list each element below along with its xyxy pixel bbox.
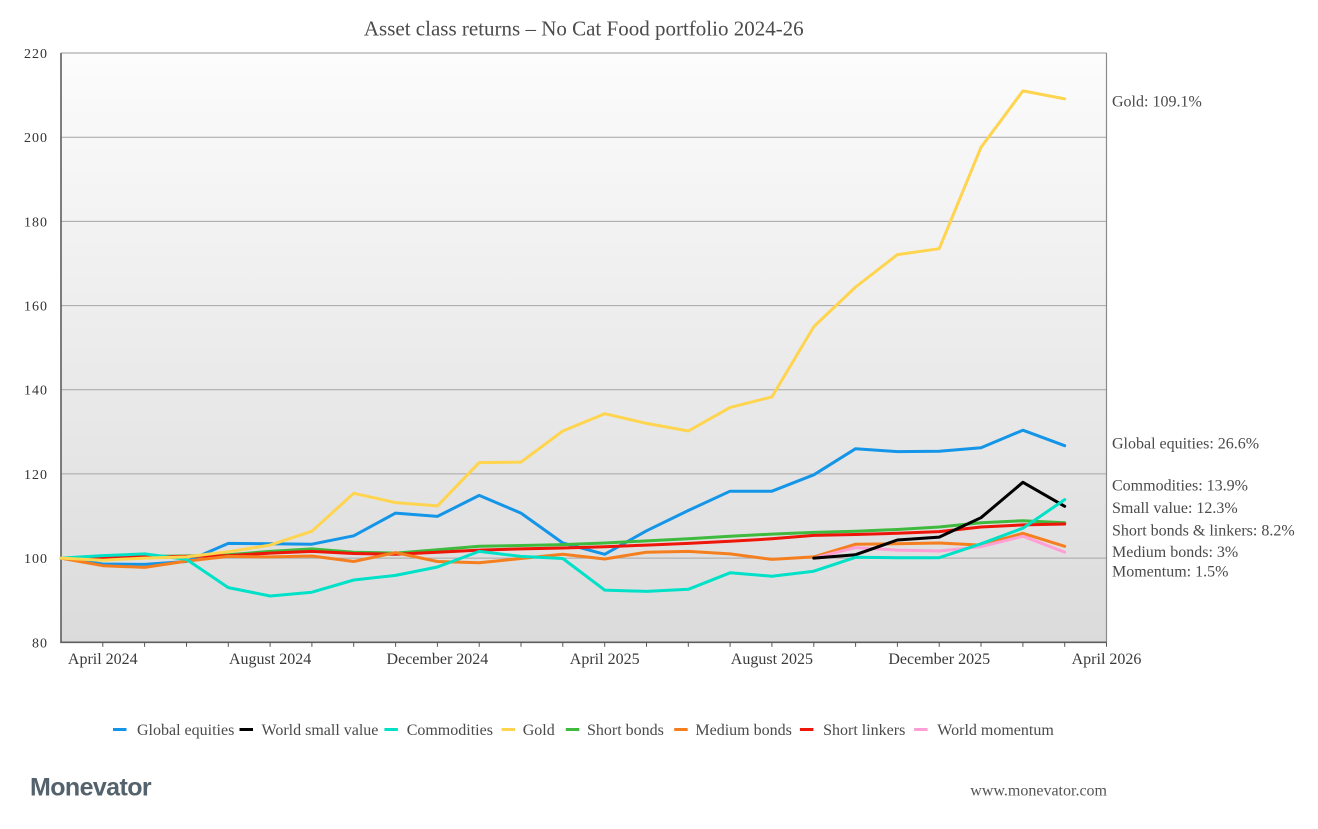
svg-text:Medium bonds: Medium bonds — [695, 722, 791, 739]
svg-text:April 2024: April 2024 — [68, 651, 138, 668]
svg-text:Gold: Gold — [523, 722, 555, 739]
svg-text:80: 80 — [32, 636, 48, 651]
svg-text:Short bonds & linkers: 8.2%: Short bonds & linkers: 8.2% — [1112, 522, 1295, 539]
svg-text:Small value: 12.3%: Small value: 12.3% — [1112, 500, 1238, 517]
svg-text:Commodities: Commodities — [407, 722, 493, 739]
svg-text:Asset class returns – No Cat F: Asset class returns – No Cat Food portfo… — [364, 17, 804, 41]
svg-text:Global equities: Global equities — [137, 722, 234, 739]
svg-text:August 2025: August 2025 — [731, 651, 813, 668]
svg-text:Monevator: Monevator — [30, 774, 152, 802]
svg-text:100: 100 — [24, 552, 48, 567]
svg-text:Short bonds: Short bonds — [587, 722, 664, 739]
svg-text:Global equities: 26.6%: Global equities: 26.6% — [1112, 435, 1259, 452]
svg-text:www.monevator.com: www.monevator.com — [970, 783, 1107, 800]
svg-text:120: 120 — [24, 468, 48, 483]
svg-text:December 2024: December 2024 — [387, 651, 489, 668]
svg-text:160: 160 — [24, 300, 48, 315]
svg-text:Commodities: 13.9%: Commodities: 13.9% — [1112, 477, 1248, 494]
svg-text:December 2025: December 2025 — [888, 651, 990, 668]
svg-text:Medium bonds: 3%: Medium bonds: 3% — [1112, 544, 1238, 561]
svg-text:Momentum: 1.5%: Momentum: 1.5% — [1112, 563, 1228, 580]
svg-text:World momentum: World momentum — [937, 722, 1054, 739]
svg-text:World small value: World small value — [262, 722, 379, 739]
svg-text:April 2025: April 2025 — [570, 651, 640, 668]
svg-text:August 2024: August 2024 — [229, 651, 311, 668]
svg-text:180: 180 — [24, 215, 48, 230]
svg-text:140: 140 — [24, 384, 48, 399]
svg-text:220: 220 — [24, 47, 48, 62]
svg-text:April 2026: April 2026 — [1072, 651, 1142, 668]
svg-text:Gold: 109.1%: Gold: 109.1% — [1112, 93, 1202, 110]
svg-text:200: 200 — [24, 131, 48, 146]
svg-text:Short linkers: Short linkers — [823, 722, 905, 739]
